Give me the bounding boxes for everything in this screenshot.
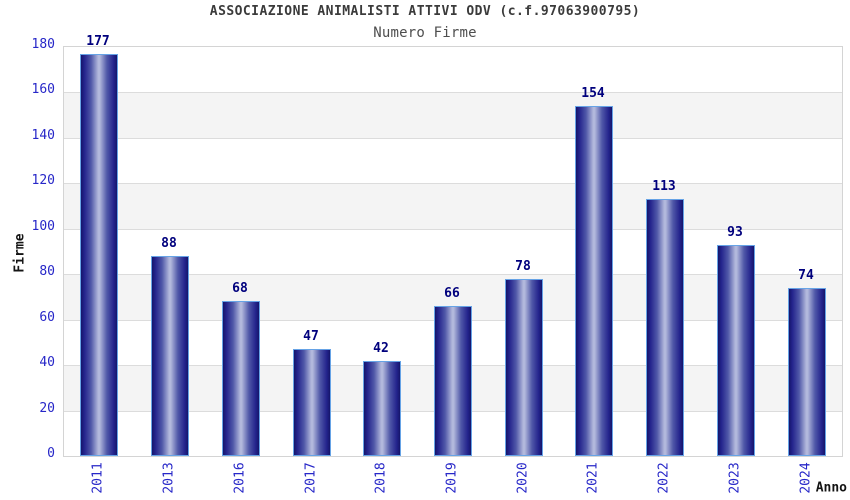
- grid-band: [64, 183, 842, 229]
- bar-2016: [222, 301, 260, 456]
- bar-value-label: 47: [303, 329, 319, 344]
- y-tick-label: 80: [39, 264, 55, 279]
- y-tick-label: 40: [39, 355, 55, 370]
- y-tick-label: 60: [39, 310, 55, 325]
- bar-2023: [717, 245, 755, 456]
- x-tick-label: 2021: [585, 462, 601, 494]
- gridline: [64, 228, 842, 230]
- bar-value-label: 74: [798, 268, 814, 283]
- bar-value-label: 88: [161, 236, 177, 251]
- y-tick-label: 120: [31, 173, 55, 188]
- x-tick-label: 2016: [232, 462, 248, 494]
- gridline: [64, 274, 842, 276]
- grid-band: [64, 137, 842, 184]
- bar-2019: [434, 306, 472, 456]
- x-tick-label: 2023: [727, 462, 743, 494]
- x-tick-label: 2022: [656, 462, 672, 494]
- y-tick-label: 0: [47, 446, 55, 461]
- bar-value-label: 42: [373, 341, 389, 356]
- x-tick-label: 2020: [515, 462, 531, 494]
- x-axis-title: Anno: [815, 480, 847, 496]
- chart-title: ASSOCIAZIONE ANIMALISTI ATTIVI ODV (c.f.…: [209, 4, 641, 19]
- bar-value-label: 93: [727, 225, 743, 240]
- bar-value-label: 113: [652, 179, 676, 194]
- x-tick-label: 2013: [161, 462, 177, 494]
- chart-subtitle: Numero Firme: [373, 25, 477, 41]
- gridline: [64, 92, 842, 94]
- x-tick-label: 2024: [798, 462, 814, 494]
- bar-2017: [293, 349, 331, 456]
- bar-2021: [575, 106, 613, 456]
- x-tick-label: 2017: [303, 462, 319, 494]
- x-tick-label: 2011: [90, 462, 106, 494]
- x-tick-label: 2019: [444, 462, 460, 494]
- bar-value-label: 177: [86, 34, 110, 49]
- grid-band: [64, 92, 842, 138]
- bar-2013: [151, 256, 189, 456]
- bar-2024: [788, 288, 826, 456]
- bar-value-label: 154: [581, 86, 605, 101]
- y-tick-label: 20: [39, 401, 55, 416]
- y-tick-label: 160: [31, 82, 55, 97]
- bar-2011: [80, 54, 118, 456]
- bar-value-label: 66: [444, 286, 460, 301]
- bar-value-label: 78: [515, 259, 531, 274]
- bar-2022: [646, 199, 684, 456]
- gridline: [64, 137, 842, 139]
- y-tick-label: 100: [31, 219, 55, 234]
- y-tick-label: 140: [31, 128, 55, 143]
- bar-2018: [363, 361, 401, 456]
- bar-value-label: 68: [232, 281, 248, 296]
- bar-2020: [505, 279, 543, 456]
- grid-band: [64, 47, 842, 93]
- y-tick-label: 180: [31, 37, 55, 52]
- plot-area: [63, 46, 843, 457]
- grid-band: [64, 228, 842, 275]
- gridline: [64, 183, 842, 185]
- x-tick-label: 2018: [373, 462, 389, 494]
